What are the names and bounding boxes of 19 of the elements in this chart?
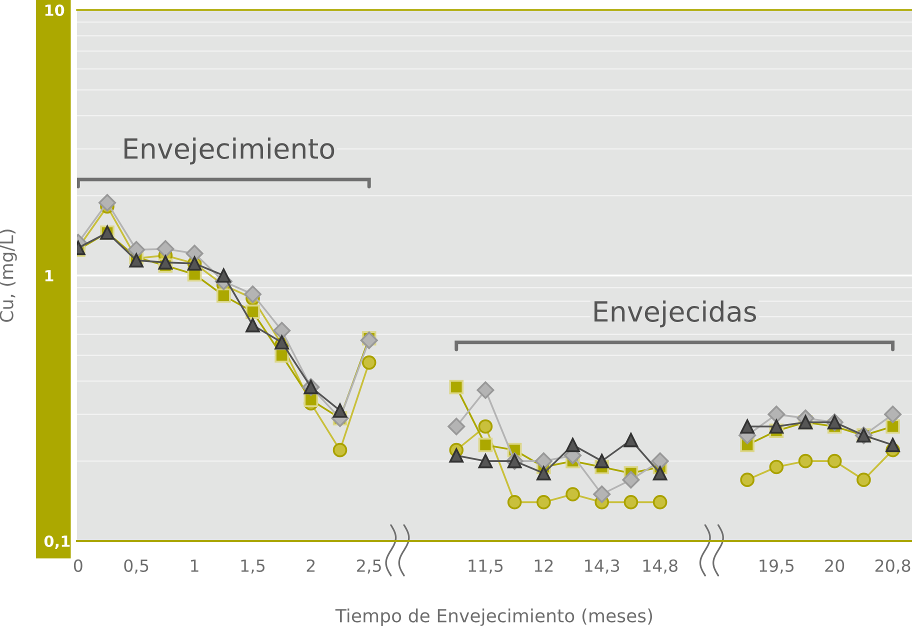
x-tick-label: 11,5 (468, 560, 503, 574)
x-tick-label: 12 (534, 559, 553, 572)
annotation: Envejecidas (594, 300, 756, 328)
x-tick-label: 0,5 (124, 559, 148, 574)
y-tick-label: 1 (45, 270, 54, 282)
x-tick-label: 0 (74, 559, 82, 572)
y-tick-label: 0,1 (44, 535, 70, 549)
x-tick-label: 1 (191, 560, 198, 572)
x-tick-label: 14,8 (643, 559, 678, 574)
annotation: Envejecimiento (124, 138, 334, 164)
y-tick-label: 10 (45, 4, 64, 16)
x-axis-title: Tiempo de Envejecimiento (meses) (335, 608, 652, 626)
x-tick-label: 20,8 (875, 559, 910, 574)
x-tick-label: 14,3 (585, 559, 620, 574)
x-tick-label: 19,5 (760, 559, 794, 574)
x-tick-label: 20 (825, 559, 844, 572)
x-tick-label: 1,5 (241, 560, 265, 574)
x-tick-label: 2 (306, 559, 315, 572)
x-tick-label: 2,5 (357, 559, 381, 574)
